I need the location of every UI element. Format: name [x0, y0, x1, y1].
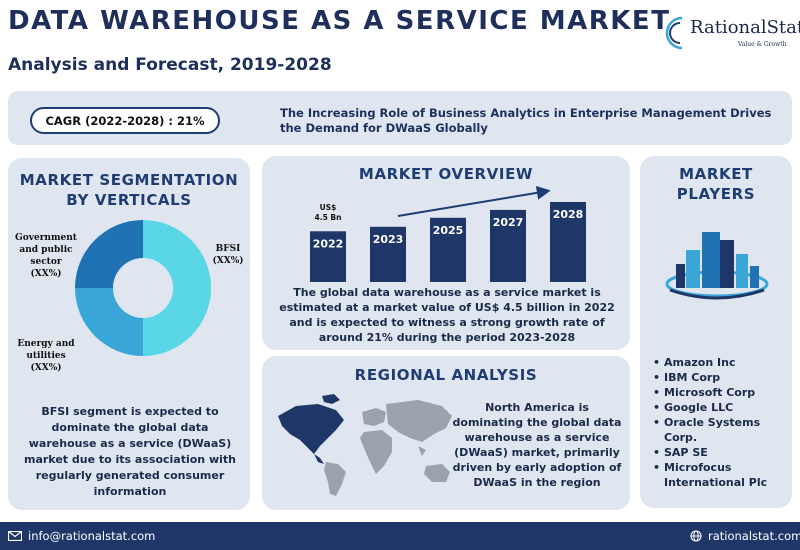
banner-headline: The Increasing Role of Business Analytic…: [280, 106, 772, 135]
label-government-line4: (XX%): [30, 269, 62, 279]
bullet: •: [653, 416, 661, 429]
list-item: • Oracle Systems Corp.: [652, 415, 792, 445]
bar-label-2022: 2022: [313, 237, 344, 250]
segmentation-title-line2: BY VERTICALS: [66, 191, 192, 209]
footer-email-text[interactable]: info@rationalstat.com: [28, 529, 156, 543]
cagr-badge: CAGR (2022-2028) : 21%: [30, 107, 220, 134]
footer-email[interactable]: info@rationalstat.com: [8, 522, 155, 550]
players-title: MARKET PLAYERS: [640, 164, 792, 204]
buildings-icon: [665, 232, 769, 300]
market-size-bar-chart: 2022 2023 2025 2027 2028: [310, 185, 586, 282]
growth-arrow-icon: [397, 185, 551, 217]
list-item: • SAP SE: [652, 445, 792, 460]
label-bfsi-line2: (XX%): [212, 256, 244, 266]
value-label-line2: 4.5 Bn: [314, 213, 342, 222]
label-energy-line2: utilities: [26, 351, 66, 361]
regional-description: North America is dominating the global d…: [452, 401, 622, 489]
player-name: Amazon Inc: [664, 356, 736, 369]
bar-label-2023: 2023: [373, 233, 404, 246]
player-name: Microfocus International Plc: [664, 461, 768, 489]
bullet: •: [653, 461, 661, 474]
bar-2027: [490, 209, 526, 282]
overview-title: MARKET OVERVIEW: [358, 165, 534, 183]
label-government-line2: and public: [19, 245, 73, 255]
page-title: DATA WAREHOUSE AS A SERVICE MARKET: [8, 6, 671, 36]
page-subtitle: Analysis and Forecast, 2019-2028: [8, 55, 332, 75]
list-item: • Google LLC: [652, 400, 792, 415]
world-map-icon: [278, 394, 452, 496]
players-list: • Amazon Inc • IBM Corp • Microsoft Corp • G…: [652, 355, 792, 490]
label-bfsi: BFSI (XX%): [206, 243, 250, 267]
segmentation-title: MARKET SEGMENTATION BY VERTICALS: [14, 170, 244, 210]
list-item: • IBM Corp: [652, 370, 792, 385]
bar-2025: [430, 217, 466, 282]
segmentation-title-line1: MARKET SEGMENTATION: [19, 171, 239, 189]
bar-2023: [370, 226, 406, 282]
footer-website[interactable]: rationalstat.com: [690, 522, 800, 550]
player-name: Google LLC: [664, 401, 734, 414]
player-name: Microsoft Corp: [664, 386, 756, 399]
label-government-line3: sector: [30, 257, 62, 267]
bullet: •: [653, 356, 661, 369]
footer: info@rationalstat.com rationalstat.com: [0, 522, 800, 550]
globe-icon: [690, 530, 702, 542]
donut-slice-bfsi: [143, 220, 211, 356]
overview-description: The global data warehouse as a service m…: [279, 286, 615, 344]
bullet: •: [653, 386, 661, 399]
value-label-line1: US$: [319, 203, 337, 212]
list-item: • Microfocus International Plc: [652, 460, 792, 490]
player-name: Oracle Systems Corp.: [664, 416, 761, 444]
donut-hole: [113, 258, 173, 318]
label-government: Government and public sector (XX%): [14, 232, 78, 280]
list-item: • Microsoft Corp: [652, 385, 792, 400]
value-label: US$ 4.5 Bn: [308, 203, 348, 223]
bar-label-2028: 2028: [553, 208, 584, 221]
logo-mark-icon: [665, 16, 683, 50]
mail-icon: [8, 531, 22, 541]
bar-label-2027: 2027: [493, 216, 524, 229]
list-item: • Amazon Inc: [652, 355, 792, 370]
logo-name: RationalStat: [690, 17, 800, 38]
bar-2028: [550, 202, 586, 282]
bar-2022: [310, 231, 346, 282]
segmentation-description: BFSI segment is expected to dominate the…: [24, 405, 236, 498]
verticals-donut-chart: [75, 220, 211, 356]
bullet: •: [653, 446, 661, 459]
bullet: •: [653, 401, 661, 414]
regional-title: REGIONAL ANALYSIS: [354, 366, 538, 384]
label-energy-line1: Energy and: [17, 339, 75, 349]
label-energy-line3: (XX%): [30, 363, 62, 373]
bullet: •: [653, 371, 661, 384]
logo: RationalStat Value & Growth: [660, 14, 800, 54]
player-name: IBM Corp: [664, 371, 721, 384]
label-bfsi-line1: BFSI: [215, 244, 241, 254]
bar-label-2025: 2025: [433, 224, 464, 237]
players-title-line1: MARKET: [679, 165, 753, 183]
footer-website-text[interactable]: rationalstat.com: [708, 529, 800, 543]
players-panel: [640, 156, 792, 508]
label-government-line1: Government: [15, 233, 77, 243]
logo-tagline: Value & Growth: [738, 41, 787, 48]
label-energy: Energy and utilities (XX%): [14, 338, 78, 374]
players-title-line2: PLAYERS: [676, 185, 756, 203]
player-name: SAP SE: [664, 446, 708, 459]
